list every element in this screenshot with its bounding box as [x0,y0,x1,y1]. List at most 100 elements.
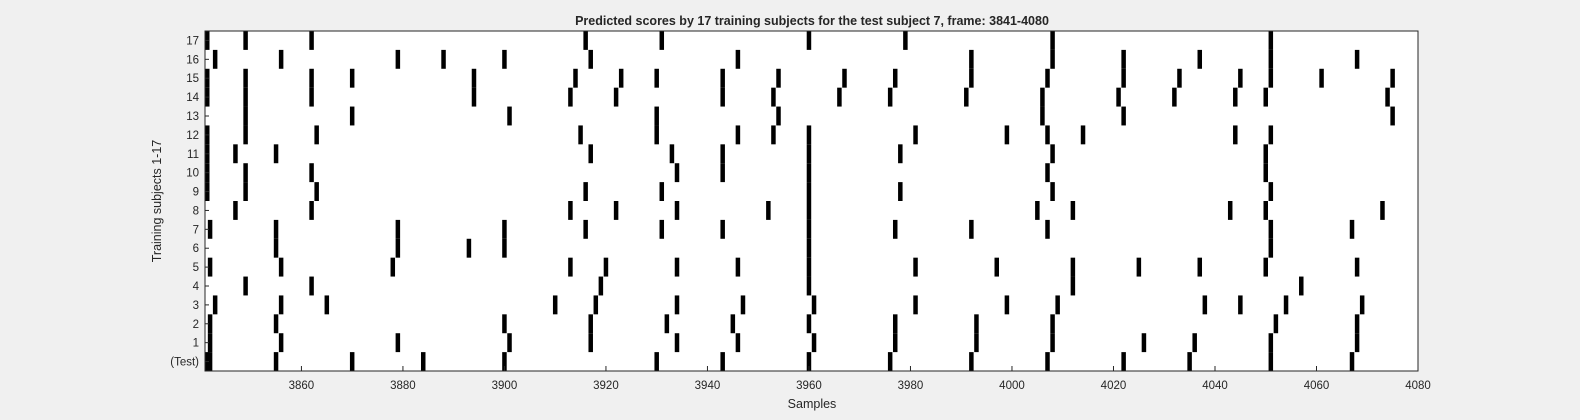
event-mark-12 [243,125,248,145]
event-mark-12 [735,125,741,145]
event-mark-14 [1385,87,1390,107]
event-mark-3 [212,295,218,315]
x-tick-label: 3940 [695,380,721,392]
event-mark-13 [1040,106,1045,126]
event-mark-5 [207,257,213,277]
x-tick-label: 3880 [390,380,416,392]
event-mark-15 [1319,68,1324,88]
event-mark-7 [659,219,665,239]
y-tick-label: 3 [193,300,199,312]
event-mark-14 [720,87,725,107]
event-mark-2 [588,314,593,334]
event-mark-5 [806,257,812,277]
event-mark-7 [806,219,812,239]
event-mark-8 [613,201,619,220]
x-tick-label: 3900 [492,380,518,392]
event-mark-14 [568,87,573,107]
event-mark-5 [1136,257,1142,277]
event-mark-13 [349,106,355,126]
event-mark-6 [502,238,507,258]
event-mark-16 [1197,49,1203,69]
event-mark-1 [1050,333,1055,353]
event-mark-7 [1349,219,1355,239]
event-mark-14 [1172,87,1177,107]
event-mark-17 [1050,31,1055,50]
event-mark-12 [578,125,583,145]
event-mark-3 [1359,295,1365,315]
event-mark-5 [1070,257,1076,277]
event-mark-2 [207,314,213,334]
event-mark-14 [887,87,893,107]
event-mark-14 [964,87,969,107]
event-mark-2 [892,314,898,334]
event-mark-6 [1268,238,1274,258]
event-mark-test [349,352,355,371]
event-mark-test [1187,352,1192,371]
event-mark-15 [720,68,725,88]
event-mark-8 [1070,201,1076,220]
event-mark-11 [273,144,279,164]
event-mark-11 [1263,144,1268,164]
event-mark-test [1268,352,1274,371]
event-mark-14 [613,87,619,107]
event-mark-8 [1263,201,1268,220]
chart-title: Predicted scores by 17 training subjects… [575,14,1049,28]
event-mark-16 [1121,49,1126,69]
event-mark-12 [806,125,812,145]
y-tick-label: 6 [193,243,199,255]
event-mark-test [207,352,213,371]
event-mark-6 [806,238,812,258]
event-mark-8 [1035,201,1040,220]
event-mark-11 [720,144,725,164]
event-mark-15 [969,68,974,88]
event-mark-1 [674,333,680,353]
event-mark-5 [735,257,741,277]
y-tick-label: (Test) [170,357,199,369]
event-mark-11 [669,144,675,164]
event-mark-6 [466,238,472,258]
event-mark-3 [913,295,918,315]
event-mark-15 [1268,68,1274,88]
event-mark-1 [1192,333,1197,353]
event-mark-10 [806,163,812,183]
event-mark-test [654,352,659,371]
y-tick-label: 2 [193,319,199,331]
y-tick-label: 17 [186,35,199,47]
event-mark-15 [349,68,355,88]
event-mark-16 [278,49,284,69]
x-tick-label: 4080 [1405,380,1431,392]
x-tick-label: 4000 [999,380,1025,392]
event-mark-7 [969,219,974,239]
event-mark-5 [390,257,396,277]
event-mark-5 [603,257,609,277]
event-mark-16 [212,49,218,69]
event-mark-1 [811,333,817,353]
x-tick-label: 4020 [1101,380,1127,392]
event-mark-11 [806,144,812,164]
event-mark-11 [898,144,903,164]
y-tick-label: 16 [186,54,199,66]
event-mark-13 [1121,106,1126,126]
event-mark-4 [1299,276,1304,296]
event-mark-12 [1268,125,1274,145]
y-tick-label: 14 [186,92,199,104]
event-mark-14 [1233,87,1238,107]
plot-area [205,31,1418,371]
event-mark-17 [659,31,665,50]
event-mark-15 [776,68,781,88]
event-mark-17 [806,31,812,50]
event-mark-7 [207,219,213,239]
event-mark-7 [395,219,401,239]
event-mark-2 [806,314,812,334]
event-mark-7 [502,219,507,239]
event-mark-9 [1050,182,1055,201]
event-mark-7 [892,219,898,239]
event-mark-2 [273,314,279,334]
event-mark-16 [1354,49,1360,69]
event-mark-14 [1116,87,1121,107]
event-mark-4 [243,276,248,296]
event-mark-13 [1390,106,1395,126]
event-mark-5 [1354,257,1360,277]
event-mark-1 [735,333,741,353]
event-mark-1 [395,333,401,353]
